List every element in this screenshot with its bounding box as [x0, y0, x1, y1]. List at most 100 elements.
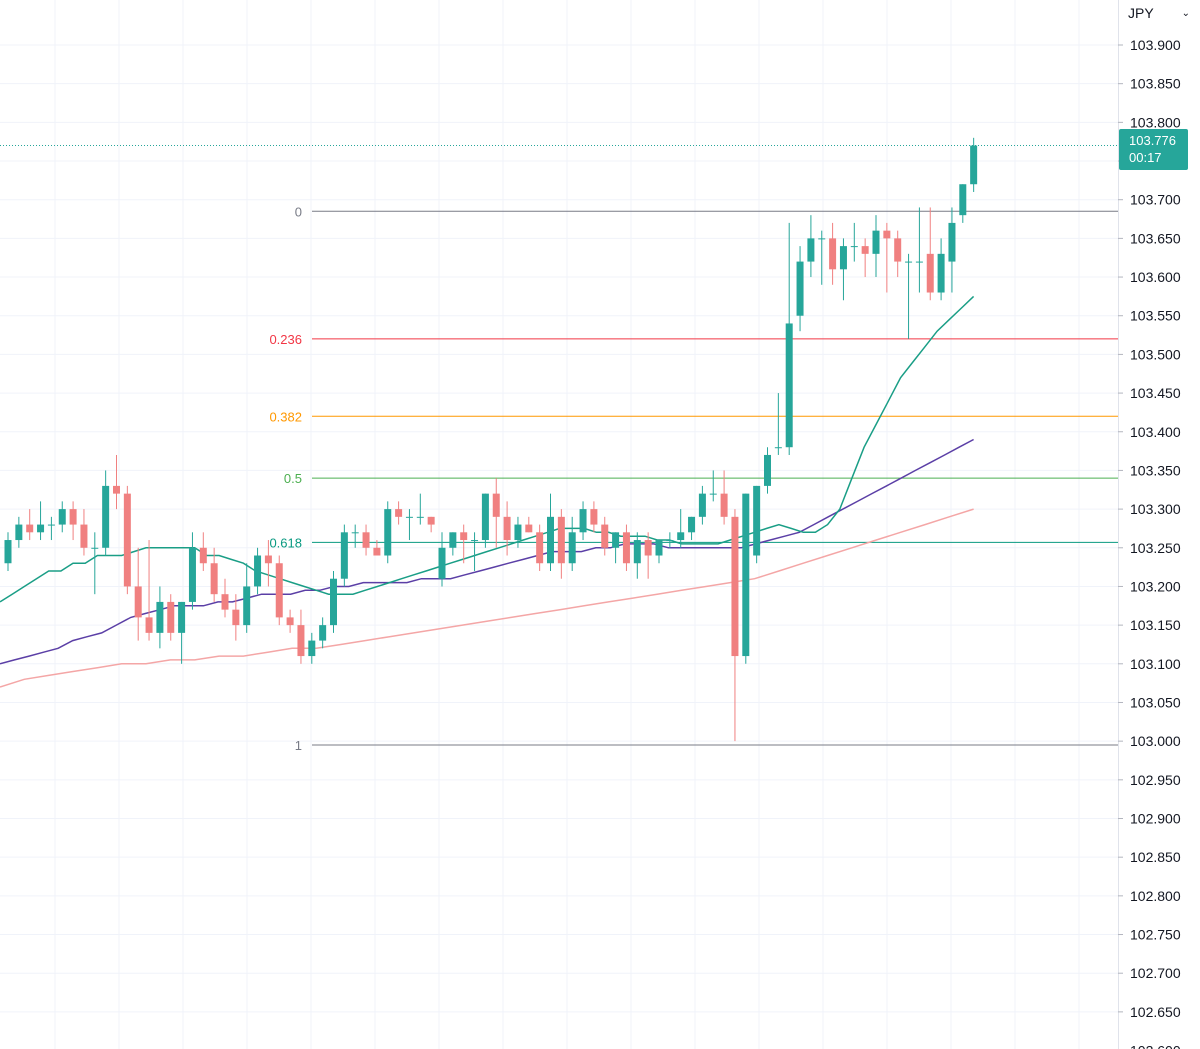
candle-body	[37, 524, 45, 533]
candle	[167, 594, 175, 641]
candle-body	[221, 594, 229, 610]
candle-body	[731, 516, 739, 657]
candle-body	[666, 540, 674, 542]
candle-body	[416, 516, 424, 518]
candle	[188, 532, 196, 610]
candle-body	[579, 509, 587, 533]
candle-body	[243, 586, 251, 626]
candle	[156, 586, 164, 649]
candle-body	[970, 145, 978, 185]
price-tick-label: 102.900	[1130, 811, 1181, 827]
candle	[753, 485, 761, 564]
candle-body	[850, 246, 858, 248]
candle	[720, 470, 728, 525]
fib-level-label: 0.236	[269, 332, 302, 347]
candle-body	[362, 532, 370, 548]
price-tick-label: 102.700	[1130, 965, 1181, 981]
price-tick-label: 103.200	[1130, 578, 1181, 594]
candle-body	[373, 547, 381, 556]
candle-body	[156, 601, 164, 633]
price-tick-label: 103.050	[1130, 694, 1181, 710]
candle-body	[384, 509, 392, 556]
candle	[460, 524, 468, 564]
candle	[872, 215, 880, 278]
candle-body	[145, 617, 153, 633]
fibonacci-retracement[interactable]: 0 0.236 0.382 0.5 0.618 1	[269, 204, 1118, 753]
candle-body	[134, 586, 142, 618]
candle-body	[547, 516, 554, 564]
candle-body	[709, 493, 717, 495]
candle-body	[503, 516, 511, 541]
candle	[481, 493, 489, 548]
price-tick-label: 103.100	[1130, 656, 1181, 672]
candle-body	[883, 230, 891, 239]
candle-body	[330, 578, 337, 626]
currency-dropdown[interactable]: JPY ⌄	[1120, 0, 1200, 26]
price-tick-label: 103.500	[1130, 346, 1181, 362]
price-tick-label: 103.800	[1130, 114, 1181, 130]
candle-body	[633, 540, 641, 564]
candle-body	[449, 532, 457, 548]
candle	[688, 516, 696, 541]
price-tick-label: 103.300	[1130, 501, 1181, 517]
candle-body	[167, 601, 175, 633]
candle	[612, 532, 620, 564]
candle	[905, 253, 913, 339]
candles	[4, 137, 978, 742]
candle-body	[340, 532, 348, 579]
candle	[829, 222, 837, 285]
candle	[395, 501, 403, 525]
candle	[839, 238, 847, 301]
candle-body	[612, 532, 620, 548]
candle	[677, 509, 685, 548]
candle	[655, 540, 663, 564]
fib-level-label: 0	[295, 204, 302, 219]
candle-body	[275, 563, 283, 618]
price-tick-label: 103.350	[1130, 462, 1181, 478]
candle	[883, 222, 891, 293]
candle-body	[47, 524, 55, 526]
candle-body	[601, 524, 609, 548]
chevron-down-icon: ⌄	[1181, 7, 1190, 19]
candle	[58, 501, 66, 533]
candle	[525, 516, 533, 533]
candle	[861, 238, 869, 278]
candle-body	[959, 184, 967, 216]
candle	[243, 563, 251, 633]
candle	[915, 207, 923, 293]
candle-body	[655, 540, 663, 556]
price-tick-label: 102.750	[1130, 927, 1181, 943]
candle-body	[26, 524, 34, 533]
candle-body	[536, 532, 544, 564]
candle-body	[742, 493, 750, 657]
candle	[362, 524, 370, 556]
candle-body	[471, 540, 479, 542]
candle	[15, 516, 23, 548]
candle	[547, 493, 554, 571]
candle-body	[102, 485, 110, 548]
price-tick-label: 103.250	[1130, 540, 1181, 556]
price-tick-label: 103.000	[1130, 733, 1181, 749]
candle	[536, 524, 544, 571]
candle-body	[113, 485, 120, 494]
fib-level-label: 0.618	[269, 535, 302, 550]
candle-body	[688, 516, 696, 533]
fib-level-label: 0.5	[284, 471, 302, 486]
candle-body	[720, 493, 728, 517]
candle	[579, 501, 587, 541]
candle	[297, 609, 305, 664]
candle	[698, 485, 706, 525]
candle-body	[872, 230, 880, 254]
fib-level-label: 1	[295, 738, 302, 753]
candle	[742, 493, 750, 664]
price-tick-label: 102.950	[1130, 772, 1181, 788]
price-axis[interactable]: 103.900103.850103.800103.750103.700103.6…	[1118, 0, 1181, 1049]
candle-body	[753, 485, 761, 556]
fib-level-label: 0.382	[269, 409, 302, 424]
candle	[308, 632, 316, 664]
candle	[123, 485, 131, 595]
candle-body	[774, 447, 782, 449]
candle-body	[210, 563, 218, 595]
